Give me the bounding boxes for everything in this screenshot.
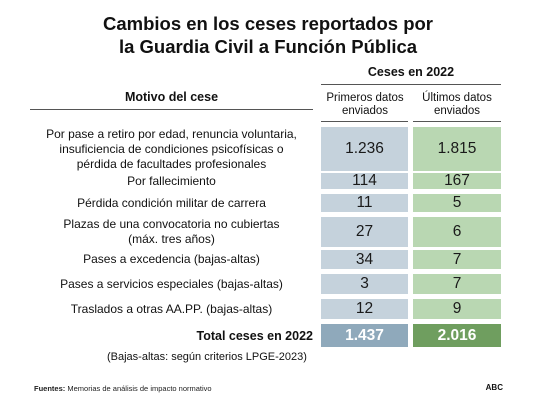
row-label-line: Pases a excedencia (bajas-altas) (83, 252, 260, 266)
row-label-line: Plazas de una convocatoria no cubiertas (63, 217, 280, 231)
row-label-text: Por pase a retiro por edad, renuncia vol… (46, 127, 297, 172)
row-label-text: Pases a servicios especiales (bajas-alta… (60, 277, 283, 292)
footer-source-label: Fuentes: (34, 384, 66, 393)
note: (Bajas-altas: según criterios LPGE-2023) (107, 351, 307, 363)
cell-ultimos: 5 (413, 194, 501, 212)
row-label: Pases a excedencia (bajas-altas) (30, 250, 313, 269)
row-label: Plazas de una convocatoria no cubiertas(… (30, 217, 313, 247)
row-label-line: Por fallecimiento (127, 173, 216, 188)
row-label-line: Pérdida condición militar de carrera (77, 195, 266, 210)
row-label: Por pase a retiro por edad, renuncia vol… (30, 127, 313, 171)
cell-primeros: 27 (321, 217, 408, 247)
row-label-line: pérdida de facultades profesionales (76, 156, 267, 171)
row-label-line: insuficiencia de condiciones psicofísica… (59, 141, 284, 156)
row-label-text: Pérdida condición militar de carrera (77, 196, 266, 211)
total-label: Total ceses en 2022 (196, 328, 313, 343)
column-header-primeros: Primeros datos enviados (326, 92, 404, 117)
row-label: Traslados a otras AA.PP. (bajas-altas) (30, 299, 313, 319)
cell-ultimos: 167 (413, 172, 501, 189)
column-header-ultimos: Últimos datos enviados (422, 92, 492, 117)
column-rule-ultimos (413, 121, 501, 122)
row-label-text: Por fallecimiento (127, 174, 216, 189)
cell-ultimos: 7 (413, 250, 501, 269)
row-label-text: Pases a excedencia (bajas-altas) (83, 252, 260, 267)
row-label-line: Pases a servicios especiales (bajas-alta… (60, 276, 283, 291)
cell-primeros: 11 (321, 194, 408, 212)
chart-title-line-2: la Guardia Civil a Función Pública (118, 36, 418, 57)
footer-source-text: Memorias de análisis de impacto normativ… (67, 384, 212, 393)
row-label-line: Por pase a retiro por edad, renuncia vol… (46, 126, 297, 141)
group-header-rule (321, 84, 501, 85)
footer-source: Fuentes: Memorias de análisis de impacto… (34, 384, 212, 393)
cell-ultimos: 6 (413, 217, 501, 247)
total-cell-ultimos: 2.016 (413, 324, 501, 347)
cell-ultimos: 1.815 (413, 127, 501, 171)
cell-primeros: 114 (321, 172, 408, 189)
row-label: Por fallecimiento (30, 173, 313, 189)
brand-logo: ABC (485, 383, 503, 392)
chart-title: Cambios en los ceses reportados por la G… (0, 12, 536, 58)
cell-ultimos: 7 (413, 274, 501, 294)
chart-title-line-1: Cambios en los ceses reportados por (102, 13, 434, 34)
cell-primeros: 1.236 (321, 127, 408, 171)
row-label-text: Traslados a otras AA.PP. (bajas-altas) (71, 302, 272, 317)
column-rule-primeros (321, 121, 408, 122)
cell-ultimos: 9 (413, 299, 501, 319)
cell-primeros: 12 (321, 299, 408, 319)
row-header-rule (30, 109, 313, 110)
row-label: Pérdida condición militar de carrera (30, 194, 313, 212)
row-label-line: Traslados a otras AA.PP. (bajas-altas) (70, 301, 273, 316)
row-header: Motivo del cese (124, 90, 219, 104)
cell-primeros: 3 (321, 274, 408, 294)
row-label: Pases a servicios especiales (bajas-alta… (30, 274, 313, 294)
total-cell-primeros: 1.437 (321, 324, 408, 347)
cell-primeros: 34 (321, 250, 408, 269)
row-label-text: Plazas de una convocatoria no cubiertas(… (63, 217, 279, 247)
group-header: Ceses en 2022 (367, 65, 455, 79)
row-label-line: (máx. tres años) (128, 232, 215, 246)
